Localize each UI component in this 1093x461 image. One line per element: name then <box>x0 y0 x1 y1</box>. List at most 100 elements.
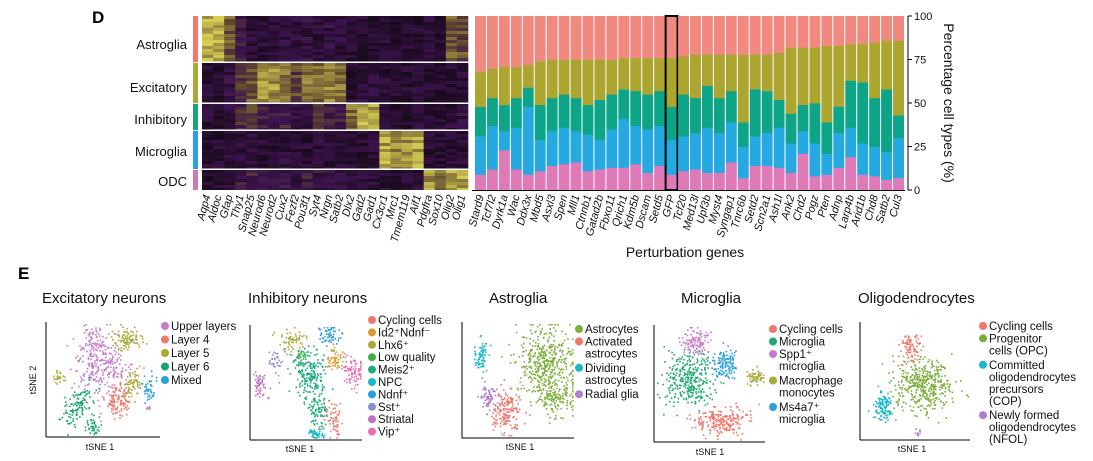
heatmap-cell <box>423 107 436 110</box>
legend-label: Sst⁺ <box>378 402 401 414</box>
tsne-point <box>712 356 715 359</box>
heatmap-cell <box>290 90 303 93</box>
tsne-point <box>98 426 100 429</box>
bar-segment-excitatory <box>893 40 904 116</box>
tsne-point <box>127 407 130 410</box>
tsne-point <box>697 339 699 341</box>
tsne-point <box>525 349 527 352</box>
tsne-point <box>497 395 500 397</box>
heatmap-cell <box>412 16 424 19</box>
heatmap-cell <box>279 81 291 84</box>
heatmap-cell <box>246 134 258 137</box>
tsne-point <box>112 396 114 399</box>
tsne-point <box>318 407 321 409</box>
tsne-point <box>127 381 130 383</box>
heatmap-cell <box>279 164 291 167</box>
tsne-point <box>293 339 295 341</box>
heatmap-cell <box>456 104 469 107</box>
tsne-point <box>736 406 739 409</box>
tsne-point <box>724 428 726 431</box>
tsne-point <box>552 388 555 391</box>
heatmap-cell <box>235 110 247 113</box>
heatmap-cell <box>323 49 336 52</box>
heatmap-cell <box>456 119 469 122</box>
heatmap-cell <box>279 75 291 78</box>
heatmap-cell <box>213 134 225 137</box>
tsne-point <box>141 337 144 340</box>
bar-segment-microglia <box>594 139 606 170</box>
heatmap-cell <box>335 75 347 78</box>
tsne-point <box>534 352 536 355</box>
legend-label: Upper layers <box>171 321 236 333</box>
tsne-point <box>722 424 725 427</box>
tsne-point <box>673 373 675 375</box>
tsne-point <box>679 379 682 381</box>
tsne-point <box>562 368 564 371</box>
tsne-point <box>690 374 692 377</box>
tsne-panel-title: Microglia <box>681 290 742 307</box>
tsne-point <box>126 375 129 378</box>
legend-label: Low quality <box>378 352 436 364</box>
tsne-point <box>327 333 330 336</box>
heatmap-cell <box>202 104 214 107</box>
tsne-point <box>301 380 303 383</box>
tsne-point <box>688 389 691 392</box>
heatmap-cell <box>323 188 336 190</box>
heatmap-cell <box>301 155 314 158</box>
heatmap-cell <box>346 143 358 146</box>
tsne-point <box>527 353 530 355</box>
heatmap-cell <box>202 78 214 81</box>
heatmap-cell <box>257 122 269 125</box>
tsne-point <box>88 428 90 430</box>
heatmap-cell <box>246 37 258 40</box>
tsne-point <box>76 412 78 414</box>
tsne-point <box>121 402 124 404</box>
tsne-point <box>492 388 494 390</box>
tsne-point <box>93 414 95 417</box>
tsne-point <box>547 340 549 343</box>
heatmap-cell <box>323 164 336 167</box>
tsne-point <box>546 394 548 396</box>
tsne-point <box>85 337 87 339</box>
tsne-point <box>121 367 124 369</box>
tsne-point <box>132 339 135 342</box>
tsne-point <box>75 357 77 359</box>
heatmap-cell <box>445 78 458 81</box>
heatmap-cell <box>224 66 236 69</box>
tsne-point <box>64 405 66 407</box>
tsne-point <box>556 346 559 348</box>
heatmap-cell <box>434 164 447 167</box>
tsne-point <box>479 353 481 356</box>
tsne-point <box>718 371 721 373</box>
tsne-point <box>306 374 308 376</box>
heatmap-cell <box>279 37 291 40</box>
tsne-point <box>126 392 129 395</box>
heatmap-cell <box>268 37 280 40</box>
heatmap-cell <box>323 66 336 69</box>
tsne-point <box>558 394 560 396</box>
tsne-point <box>121 369 124 372</box>
heatmap-cell <box>456 87 469 90</box>
heatmap-cell <box>423 31 436 34</box>
tsne-point <box>704 404 707 406</box>
tsne-point <box>319 411 321 413</box>
tsne-point <box>98 390 101 392</box>
bar-segment-odc <box>558 163 570 191</box>
tsne-point <box>76 397 79 400</box>
tsne-point <box>718 432 721 435</box>
legend-item: Cycling cells <box>368 315 442 327</box>
heatmap-cell <box>268 52 280 55</box>
tsne-point <box>542 347 545 349</box>
tsne-point <box>112 369 115 372</box>
tsne-point <box>358 372 360 375</box>
tsne-point <box>301 384 304 387</box>
tsne-point <box>339 402 342 405</box>
tsne-point <box>314 376 316 379</box>
bar-segment-odc <box>869 176 881 191</box>
tsne-point <box>503 389 505 391</box>
tsne-point <box>698 412 701 414</box>
heatmap-cell <box>379 122 391 125</box>
heatmap-cell <box>301 179 314 182</box>
tsne-point <box>499 422 502 425</box>
heatmap-cell <box>224 72 236 75</box>
